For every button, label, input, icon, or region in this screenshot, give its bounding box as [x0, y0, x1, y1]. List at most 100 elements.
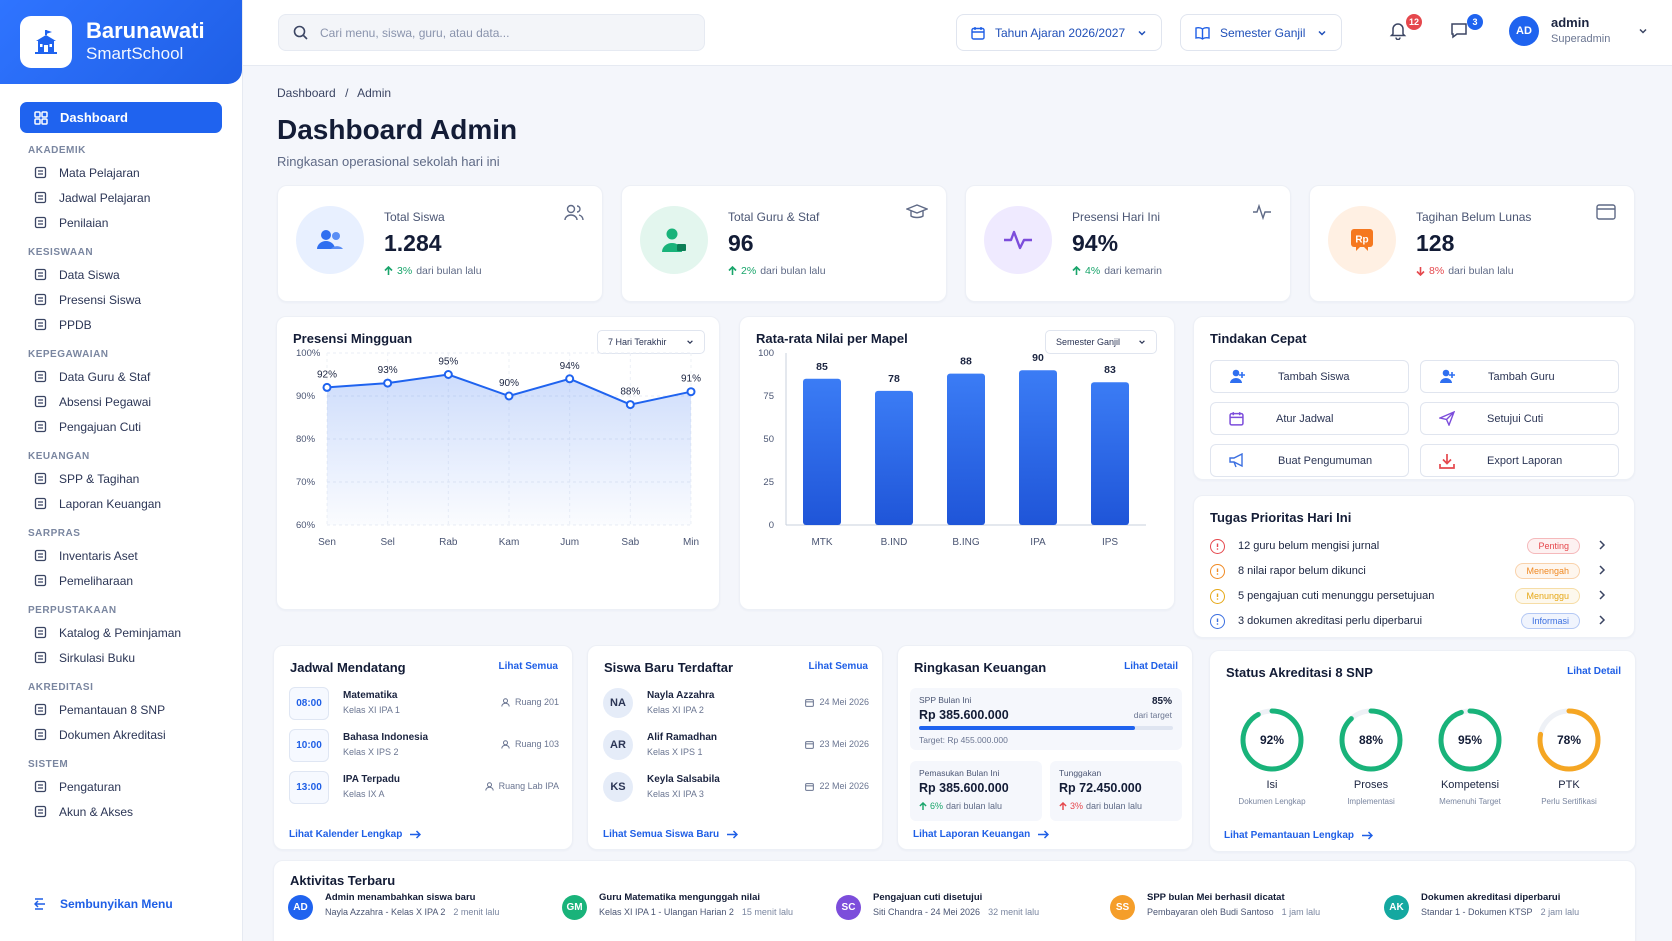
full-calendar-link[interactable]: Lihat Kalender Lengkap	[289, 829, 422, 840]
bar[interactable]	[1091, 382, 1129, 525]
search-input[interactable]	[320, 25, 680, 40]
sidebar-item[interactable]: Laporan Keuangan	[20, 491, 222, 516]
activity-item[interactable]: AD Admin menambahkan siswa baru Nayla Azza…	[288, 891, 499, 920]
sidebar-item[interactable]: Data Guru & Staf	[20, 364, 222, 389]
sidebar-item[interactable]: Pemantauan 8 SNP	[20, 697, 222, 722]
notifications-button[interactable]: 12	[1388, 14, 1422, 46]
bar[interactable]	[803, 378, 841, 525]
progress-ring-arc	[1438, 708, 1502, 772]
data-point[interactable]	[322, 382, 332, 392]
new-student-item[interactable]: NA Nayla Azzahra Kelas XI IPA 2 24 Mei 2026	[603, 683, 869, 723]
accreditation-item[interactable]: 88% Proses Implementasi	[1331, 707, 1411, 806]
finance-detail-link[interactable]: Lihat Detail	[1124, 661, 1178, 672]
all-new-students-link[interactable]: Lihat Semua Siswa Baru	[603, 829, 739, 840]
bar[interactable]	[875, 390, 913, 525]
schedule-item[interactable]: 13:00 IPA Terpadu Kelas IX A Ruang Lab IPA	[289, 767, 559, 807]
finance-report-link[interactable]: Lihat Laporan Keuangan	[913, 829, 1050, 840]
schedule-see-all-link[interactable]: Lihat Semua	[498, 661, 558, 672]
sidebar-item[interactable]: Pengaturan	[20, 774, 222, 799]
accreditation-sub: Memenuhi Target	[1439, 797, 1501, 806]
data-point[interactable]	[504, 391, 514, 401]
accreditation-item[interactable]: 92% Isi Dokumen Lengkap	[1232, 707, 1312, 806]
sidebar-item[interactable]: Presensi Siswa	[20, 287, 222, 312]
new-student-item[interactable]: KS Keyla Salsabila Kelas XI IPA 3 22 Mei 20…	[603, 767, 869, 807]
data-point[interactable]	[686, 387, 696, 397]
student-class: Kelas XI IPA 3	[647, 789, 704, 799]
sidebar-item[interactable]: Penilaian	[20, 210, 222, 235]
menu-item-icon	[34, 191, 47, 204]
activity-sub: Nayla Azzahra - Kelas X IPA 2 2 menit lal…	[325, 905, 499, 919]
full-calendar-label: Lihat Kalender Lengkap	[289, 829, 403, 840]
sidebar-item[interactable]: Mata Pelajaran	[20, 160, 222, 185]
sidebar-item[interactable]: Jadwal Pelajaran	[20, 185, 222, 210]
accreditation-item[interactable]: 95% Kompetensi Memenuhi Target	[1430, 707, 1510, 806]
data-point[interactable]	[565, 374, 575, 384]
semester-filter-select[interactable]: Semester Ganjil	[1045, 330, 1157, 354]
sidebar-item[interactable]: Akun & Akses	[20, 799, 222, 824]
accreditation-detail-link[interactable]: Lihat Detail	[1567, 666, 1621, 677]
sidebar-item[interactable]: Katalog & Peminjaman	[20, 620, 222, 645]
bar[interactable]	[947, 373, 985, 525]
stat-card-tagihan[interactable]: Rp Tagihan Belum Lunas 128 8% dari bulan…	[1309, 185, 1635, 302]
export-report-button[interactable]: Export Laporan	[1420, 444, 1619, 477]
task-item[interactable]: 5 pengajuan cuti menunggu persetujuan Men…	[1210, 586, 1608, 606]
arrow-up-icon	[728, 266, 737, 275]
task-item[interactable]: 12 guru belum mengisi jurnal Penting	[1210, 536, 1608, 556]
sidebar-item[interactable]: Data Siswa	[20, 262, 222, 287]
schedule-subject: IPA Terpadu	[343, 774, 401, 785]
user-menu[interactable]: AD admin Superadmin	[1509, 15, 1648, 47]
sidebar-item[interactable]: PPDB	[20, 312, 222, 337]
data-label: 83	[1104, 364, 1116, 376]
sidebar-item[interactable]: Pemeliharaan	[20, 568, 222, 593]
activity-item[interactable]: SS SPP bulan Mei berhasil dicatat Pembayar…	[1110, 891, 1320, 920]
activity-item[interactable]: SC Pengajuan cuti disetujui Siti Chandra -…	[836, 891, 1039, 920]
sidebar-item-dashboard[interactable]: Dashboard	[20, 102, 222, 133]
schedule-item[interactable]: 08:00 Matematika Kelas XI IPA 1 Ruang 201	[289, 683, 559, 723]
menu-item-icon	[34, 651, 47, 664]
breadcrumb-dashboard[interactable]: Dashboard	[277, 86, 336, 100]
stat-card-siswa[interactable]: Total Siswa 1.284 3% dari bulan lalu	[277, 185, 603, 302]
collapse-menu-icon	[34, 898, 45, 910]
data-point[interactable]	[443, 370, 453, 379]
activity-title: Guru Matematika mengunggah nilai	[599, 892, 760, 903]
brand[interactable]: Barunawati SmartSchool	[0, 0, 242, 84]
sidebar-item[interactable]: Inventaris Aset	[20, 543, 222, 568]
activity-item[interactable]: AK Dokumen akreditasi diperbarui Standar 1…	[1384, 891, 1579, 920]
y-tick-label: 60%	[296, 520, 316, 531]
messages-button[interactable]: 3	[1449, 14, 1483, 46]
card-title: Aktivitas Terbaru	[290, 873, 396, 888]
sidebar-item[interactable]: Dokumen Akreditasi	[20, 722, 222, 747]
accreditation-item[interactable]: 78% PTK Perlu Sertifikasi	[1529, 707, 1609, 806]
spp-target: Target: Rp 455.000.000	[919, 735, 1008, 745]
hide-menu-button[interactable]: Sembunyikan Menu	[20, 897, 173, 911]
task-item[interactable]: 3 dokumen akreditasi perlu diperbarui Inf…	[1210, 611, 1608, 631]
students-see-all-link[interactable]: Lihat Semua	[808, 661, 868, 672]
new-student-item[interactable]: AR Alif Ramadhan Kelas X IPS 1 23 Mei 2026	[603, 725, 869, 765]
accreditation-monitoring-link[interactable]: Lihat Pemantauan Lengkap	[1224, 830, 1374, 841]
semester-select[interactable]: Semester Ganjil	[1180, 14, 1343, 51]
approve-leave-button[interactable]: Setujui Cuti	[1420, 402, 1619, 435]
sidebar-item[interactable]: Pengajuan Cuti	[20, 414, 222, 439]
stat-card-presensi[interactable]: Presensi Hari Ini 94% 4% dari kemarin	[965, 185, 1291, 302]
create-announcement-button[interactable]: Buat Pengumuman	[1210, 444, 1409, 477]
student-class: Kelas X IPS 1	[647, 747, 703, 757]
activity-item[interactable]: GM Guru Matematika mengunggah nilai Kelas …	[562, 891, 793, 920]
set-schedule-button[interactable]: Atur Jadwal	[1210, 402, 1409, 435]
task-item[interactable]: 8 nilai rapor belum dikunci Menengah	[1210, 561, 1608, 581]
academic-year-select[interactable]: Tahun Ajaran 2026/2027	[956, 14, 1163, 51]
data-point[interactable]	[625, 400, 635, 410]
schedule-item[interactable]: 10:00 Bahasa Indonesia Kelas X IPS 2 Ruang …	[289, 725, 559, 765]
add-student-button[interactable]: Tambah Siswa	[1210, 360, 1409, 393]
add-teacher-button[interactable]: Tambah Guru	[1420, 360, 1619, 393]
sidebar-item-label: Akun & Akses	[59, 804, 134, 819]
menu-item-icon	[34, 370, 47, 383]
arrow-up-icon	[384, 266, 393, 275]
sidebar-item[interactable]: Sirkulasi Buku	[20, 645, 222, 670]
data-point[interactable]	[383, 378, 393, 388]
task-text: 12 guru belum mengisi jurnal	[1238, 540, 1380, 552]
sidebar-item[interactable]: SPP & Tagihan	[20, 466, 222, 491]
bar[interactable]	[1019, 370, 1057, 525]
search-box[interactable]	[278, 14, 705, 51]
sidebar-item[interactable]: Absensi Pegawai	[20, 389, 222, 414]
stat-card-guru[interactable]: Total Guru & Staf 96 2% dari bulan lalu	[621, 185, 947, 302]
